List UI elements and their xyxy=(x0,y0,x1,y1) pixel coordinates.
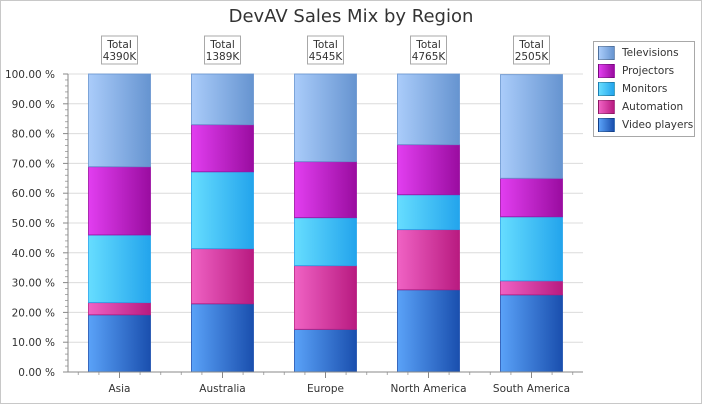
bar-monitors-australia xyxy=(191,171,254,250)
y-tick-label: 30.00 % xyxy=(12,278,55,290)
bar-video-players-asia xyxy=(88,314,151,373)
total-label-value: 4765K xyxy=(412,51,447,63)
bar-monitors-europe xyxy=(294,217,357,267)
total-label-value: 2505K xyxy=(515,51,550,63)
bar-video-players-europe xyxy=(294,328,357,373)
legend-swatch xyxy=(598,118,615,132)
y-tick-label: 70.00 % xyxy=(12,158,55,170)
legend-label: Televisions xyxy=(622,47,679,59)
y-tick-label: 0.00 % xyxy=(18,367,55,379)
y-tick-label: 100.00 % xyxy=(5,69,55,81)
y-tick-label: 10.00 % xyxy=(12,337,55,349)
bar-televisions-asia xyxy=(88,73,151,168)
total-label-value: 4545K xyxy=(309,51,344,63)
bar-monitors-south-america xyxy=(500,216,563,282)
total-label-box xyxy=(204,35,241,65)
bar-projectors-north-america xyxy=(397,144,460,196)
legend-item: Televisions xyxy=(594,44,694,62)
legend-label: Monitors xyxy=(622,83,668,95)
total-label-value: 4390K xyxy=(103,51,138,63)
y-tick-label: 40.00 % xyxy=(12,248,55,260)
bar-projectors-south-america xyxy=(500,177,563,218)
legend-swatch xyxy=(598,64,615,78)
x-tick-label: Australia xyxy=(199,383,245,395)
x-tick-label: Asia xyxy=(108,383,130,395)
bar-televisions-australia xyxy=(191,73,254,126)
x-tick-label: Europe xyxy=(307,383,344,395)
total-label-text: Total xyxy=(415,39,441,51)
y-tick-label: 50.00 % xyxy=(12,218,55,230)
x-tick-label: North America xyxy=(390,383,466,395)
bar-projectors-asia xyxy=(88,166,151,236)
bar-automation-australia xyxy=(191,248,254,305)
bar-monitors-asia xyxy=(88,234,151,304)
y-tick-label: 60.00 % xyxy=(12,188,55,200)
y-tick-label: 80.00 % xyxy=(12,129,55,141)
legend-item: Video players xyxy=(594,116,694,134)
legend-item: Monitors xyxy=(594,80,694,98)
bar-automation-south-america xyxy=(500,280,563,296)
total-label-text: Total xyxy=(106,39,132,51)
bar-automation-north-america xyxy=(397,229,460,291)
legend-item: Projectors xyxy=(594,62,694,80)
bar-televisions-south-america xyxy=(500,74,563,179)
total-label-box xyxy=(410,35,447,65)
bar-monitors-north-america xyxy=(397,194,460,231)
legend-label: Automation xyxy=(622,101,684,113)
chart-legend: Televisions Projectors Monitors Automation V… xyxy=(593,41,695,137)
chart-title: DevAV Sales Mix by Region xyxy=(228,6,474,27)
legend-item: Automation xyxy=(594,98,694,116)
total-label-text: Total xyxy=(209,39,235,51)
legend-swatch xyxy=(598,46,615,60)
bar-projectors-australia xyxy=(191,124,254,173)
legend-swatch xyxy=(598,82,615,96)
bar-video-players-australia xyxy=(191,303,254,373)
legend-label: Projectors xyxy=(622,65,675,77)
bar-automation-asia xyxy=(88,302,151,316)
legend-swatch xyxy=(598,100,615,114)
legend-label: Video players xyxy=(622,119,694,131)
y-tick-label: 20.00 % xyxy=(12,307,55,319)
y-tick-label: 90.00 % xyxy=(12,99,55,111)
bar-video-players-south-america xyxy=(500,294,563,373)
bar-video-players-north-america xyxy=(397,289,460,373)
bar-televisions-europe xyxy=(294,73,357,163)
total-label-text: Total xyxy=(518,39,544,51)
total-label-box xyxy=(513,35,550,65)
total-label-box xyxy=(101,35,138,65)
total-label-box xyxy=(307,35,344,65)
total-label-text: Total xyxy=(312,39,338,51)
bar-televisions-north-america xyxy=(397,73,460,146)
total-label-value: 1389K xyxy=(206,51,241,63)
x-tick-label: South America xyxy=(493,383,570,395)
bar-automation-europe xyxy=(294,265,357,330)
bar-projectors-europe xyxy=(294,161,357,219)
